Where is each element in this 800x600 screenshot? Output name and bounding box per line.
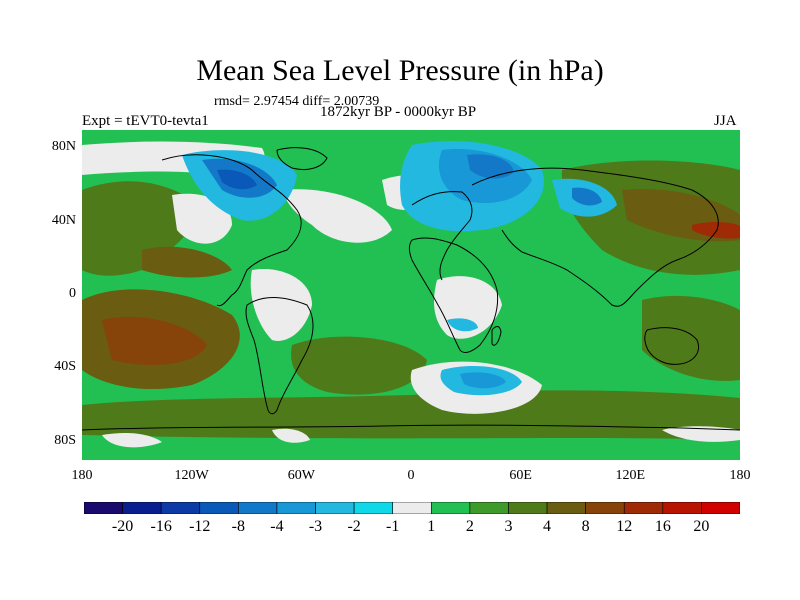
colorbar-swatch <box>430 502 471 514</box>
lat-tick-label: 80N <box>51 139 76 155</box>
colorbar <box>84 502 740 514</box>
colorbar-label: 20 <box>693 518 710 535</box>
lon-tick-label: 120W <box>174 468 209 483</box>
colorbar-label: -20 <box>111 518 134 535</box>
colorbar-swatch <box>84 502 123 514</box>
colorbar-swatch <box>199 502 239 514</box>
colorbar-swatch <box>238 502 278 514</box>
colorbar-swatch <box>276 502 316 514</box>
lat-tick-label: 40S <box>54 359 76 375</box>
lon-tick-label: 120E <box>615 468 646 483</box>
lat-tick-label: 0 <box>69 286 76 301</box>
colorbar-label: -16 <box>150 518 172 535</box>
colorbar-swatch <box>160 502 201 514</box>
colorbar-swatch <box>623 502 664 514</box>
statistics-text: rmsd= 2.97454 diff= 2.00739 <box>214 94 380 109</box>
colorbar-swatch <box>546 502 586 514</box>
colorbar-swatch <box>353 502 394 514</box>
colorbar-swatch <box>662 502 702 514</box>
colorbar-swatch <box>392 502 432 514</box>
map-title: Mean Sea Level Pressure (in hPa) <box>196 54 604 87</box>
colorbar-swatch <box>585 502 625 514</box>
pressure-anomaly-map <box>82 130 740 460</box>
lon-tick-label: 180 <box>729 468 751 483</box>
colorbar-swatch <box>315 502 355 514</box>
lat-tick-label: 40N <box>51 212 76 228</box>
coastlines <box>82 147 740 431</box>
lon-tick-label: 60E <box>509 468 532 483</box>
colorbar-label: -12 <box>189 518 211 535</box>
colorbar-label: -4 <box>270 518 284 535</box>
lon-tick-label: 180 <box>71 468 93 483</box>
period-subtitle: 1872kyr BP - 0000kyr BP <box>320 104 477 120</box>
season-label: JJA <box>714 113 737 129</box>
colorbar-label: 8 <box>581 518 590 535</box>
colorbar-swatch <box>701 502 740 514</box>
colorbar-label: 3 <box>504 518 513 535</box>
lon-tick-label: 0 <box>407 468 415 483</box>
colorbar-label: 16 <box>654 518 671 535</box>
colorbar-label: -3 <box>308 518 323 535</box>
colorbar-label: 1 <box>427 518 436 535</box>
colorbar-swatch <box>122 502 162 514</box>
colorbar-label: -1 <box>386 518 400 535</box>
experiment-label: Expt = tEVT0-tevta1 <box>82 113 209 129</box>
colorbar-swatch <box>508 502 548 514</box>
colorbar-label: -8 <box>231 518 245 535</box>
colorbar-label: 2 <box>465 518 474 535</box>
colorbar-swatch <box>469 502 509 514</box>
colorbar-label: 4 <box>543 518 552 535</box>
colorbar-label: 12 <box>616 518 633 535</box>
negative-anomaly-regions <box>182 141 617 396</box>
lon-tick-label: 60W <box>287 468 315 483</box>
lat-tick-label: 80S <box>54 432 76 448</box>
colorbar-label: -2 <box>347 518 361 535</box>
